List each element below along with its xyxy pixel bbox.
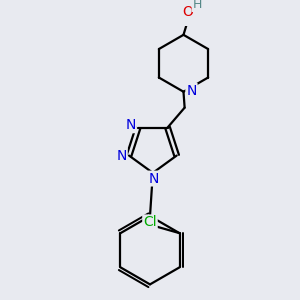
Text: Cl: Cl xyxy=(143,215,157,230)
Text: N: N xyxy=(148,172,159,186)
Text: N: N xyxy=(186,84,197,98)
Text: N: N xyxy=(125,118,136,132)
Text: O: O xyxy=(183,4,194,19)
Text: H: H xyxy=(193,0,202,11)
Text: N: N xyxy=(116,148,127,163)
